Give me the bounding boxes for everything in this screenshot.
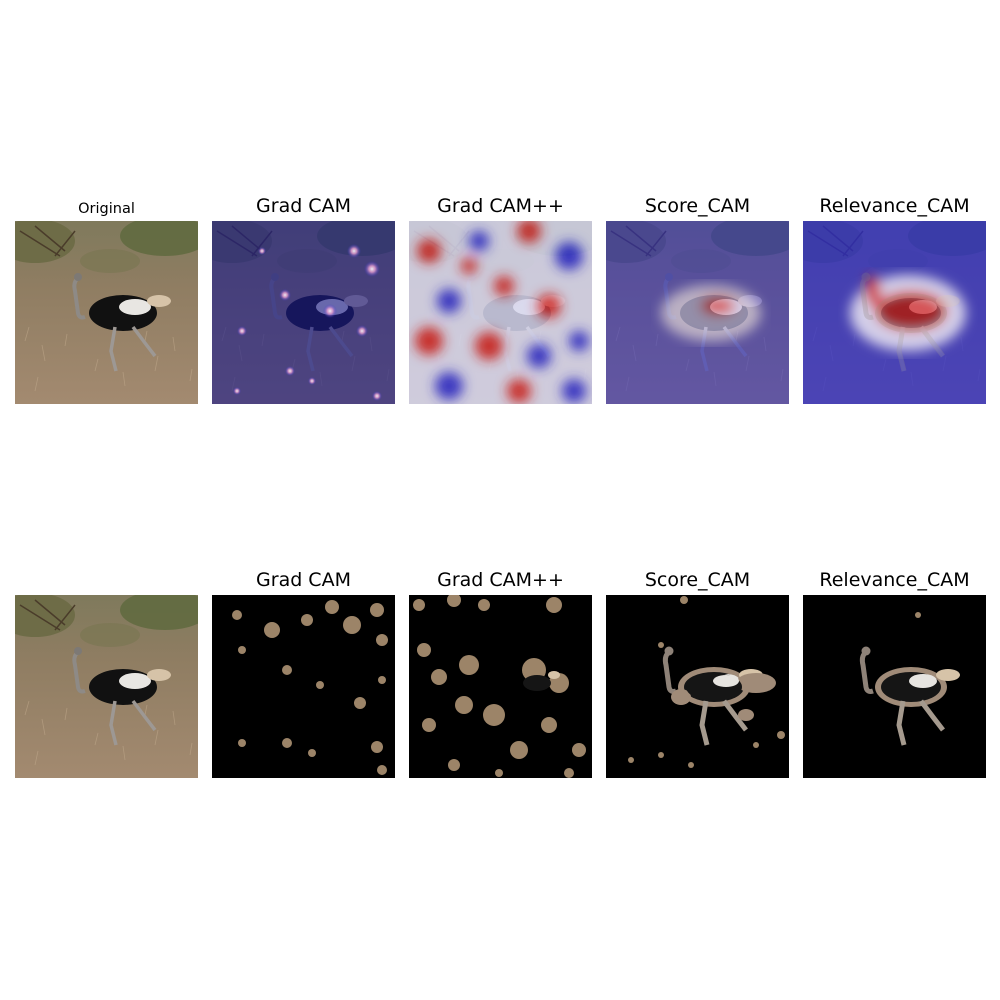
panel-title-scorecam-mask: Score_CAM — [644, 569, 751, 591]
panel-title-relevance: Relevance_CAM — [819, 195, 970, 217]
panel-title-gradcam: Grad CAM — [256, 195, 351, 217]
panel-title-gradcampp: Grad CAM++ — [437, 195, 564, 217]
mask-gradcam — [212, 595, 395, 778]
panel-title-scorecam: Score_CAM — [644, 195, 751, 217]
heatmap-gradcam — [212, 221, 395, 404]
panel-title-gradcam-mask: Grad CAM — [256, 569, 351, 591]
panel-title-relevance-mask: Relevance_CAM — [819, 569, 970, 591]
heatmap-gradcampp — [409, 221, 592, 404]
heatmap-scorecam — [606, 221, 789, 404]
panel-title-gradcampp-mask: Grad CAM++ — [437, 569, 564, 591]
mask-relevance — [803, 595, 986, 778]
image-original — [15, 221, 198, 404]
mask-scorecam — [606, 595, 789, 778]
mask-gradcampp — [409, 595, 592, 778]
panel-title-original: Original — [78, 201, 135, 217]
heatmap-relevance — [803, 221, 986, 404]
image-original-row2 — [15, 595, 198, 778]
